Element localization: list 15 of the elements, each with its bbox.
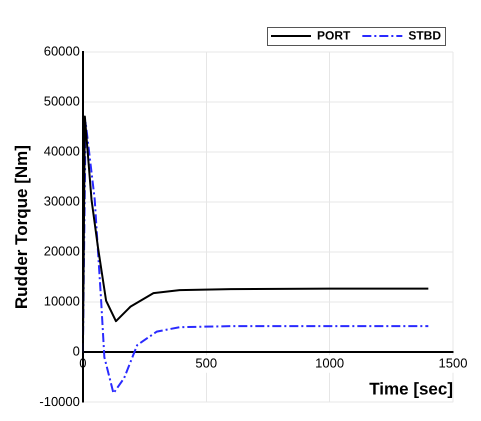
y-tick-label: 10000 <box>44 294 80 309</box>
legend-label: STBD <box>408 28 442 42</box>
x-tick-label: 1000 <box>315 356 344 371</box>
y-tick-label: 0 <box>72 344 80 359</box>
y-tick-label: -10000 <box>39 394 80 409</box>
x-tick-label: 1500 <box>438 356 468 371</box>
x-axis-title: Time [sec] <box>369 380 453 399</box>
y-tick-label: 20000 <box>44 244 80 259</box>
y-axis-title: Rudder Torque [Nm] <box>12 145 31 310</box>
y-tick-label: 60000 <box>44 44 80 59</box>
x-tick-label: 500 <box>195 356 218 371</box>
y-tick-label: 50000 <box>44 94 80 109</box>
y-tick-label: 30000 <box>44 194 80 209</box>
legend-label: PORT <box>317 28 352 42</box>
y-tick-label: 40000 <box>44 144 80 159</box>
